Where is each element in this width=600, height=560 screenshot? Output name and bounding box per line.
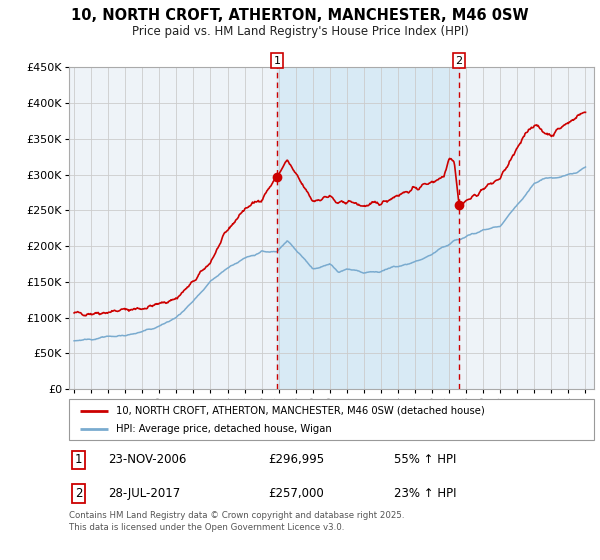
Text: Price paid vs. HM Land Registry's House Price Index (HPI): Price paid vs. HM Land Registry's House … — [131, 25, 469, 38]
Text: 2: 2 — [455, 55, 463, 66]
Text: 1: 1 — [274, 55, 280, 66]
Text: Contains HM Land Registry data © Crown copyright and database right 2025.
This d: Contains HM Land Registry data © Crown c… — [69, 511, 404, 531]
Text: £296,995: £296,995 — [269, 453, 325, 466]
Text: 10, NORTH CROFT, ATHERTON, MANCHESTER, M46 0SW: 10, NORTH CROFT, ATHERTON, MANCHESTER, M… — [71, 8, 529, 24]
Text: £257,000: £257,000 — [269, 487, 324, 500]
Text: 1: 1 — [75, 453, 82, 466]
Text: 23% ↑ HPI: 23% ↑ HPI — [395, 487, 457, 500]
Text: 23-NOV-2006: 23-NOV-2006 — [109, 453, 187, 466]
Text: HPI: Average price, detached house, Wigan: HPI: Average price, detached house, Wiga… — [116, 424, 332, 434]
Text: 28-JUL-2017: 28-JUL-2017 — [109, 487, 181, 500]
Text: 55% ↑ HPI: 55% ↑ HPI — [395, 453, 457, 466]
FancyBboxPatch shape — [69, 399, 594, 440]
Text: 2: 2 — [75, 487, 82, 500]
Text: 10, NORTH CROFT, ATHERTON, MANCHESTER, M46 0SW (detached house): 10, NORTH CROFT, ATHERTON, MANCHESTER, M… — [116, 405, 485, 416]
Bar — [277, 67, 459, 389]
